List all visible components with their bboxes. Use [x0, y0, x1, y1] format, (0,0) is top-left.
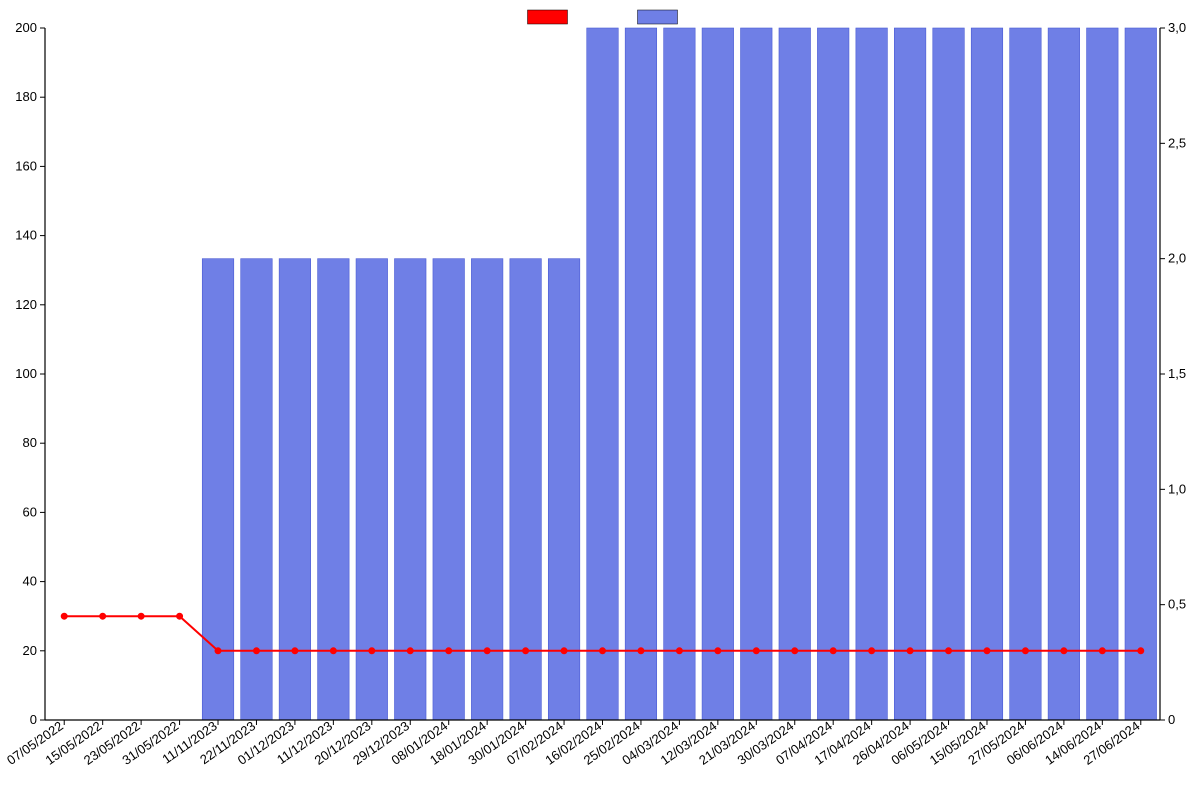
line-marker [215, 648, 221, 654]
line-marker [407, 648, 413, 654]
line-marker [1099, 648, 1105, 654]
line-marker [446, 648, 452, 654]
line-marker [1022, 648, 1028, 654]
line-marker [946, 648, 952, 654]
line-marker [1138, 648, 1144, 654]
line-marker [369, 648, 375, 654]
line-marker [830, 648, 836, 654]
y-right-tick-label: 0,5 [1168, 597, 1186, 612]
bar [625, 28, 657, 720]
y-right-tick-label: 1,0 [1168, 481, 1186, 496]
bar [1010, 28, 1042, 720]
line-marker [907, 648, 913, 654]
line-marker [484, 648, 490, 654]
y-right-tick-label: 0 [1168, 712, 1175, 727]
line-marker [253, 648, 259, 654]
line-marker [869, 648, 875, 654]
y-right-tick-label: 3,0 [1168, 20, 1186, 35]
bar [1087, 28, 1119, 720]
line-marker [292, 648, 298, 654]
bar [1125, 28, 1157, 720]
bar [779, 28, 811, 720]
bar [817, 28, 849, 720]
bar [933, 28, 965, 720]
bar [741, 28, 773, 720]
line-marker [676, 648, 682, 654]
bar [1048, 28, 1080, 720]
y-left-tick-label: 20 [23, 643, 37, 658]
bar [664, 28, 696, 720]
y-left-tick-label: 60 [23, 504, 37, 519]
line-marker [753, 648, 759, 654]
line-marker [1061, 648, 1067, 654]
line-marker [984, 648, 990, 654]
bar [856, 28, 888, 720]
y-left-tick-label: 160 [15, 158, 37, 173]
y-left-tick-label: 80 [23, 435, 37, 450]
y-left-tick-label: 0 [30, 712, 37, 727]
line-marker [638, 648, 644, 654]
y-right-tick-label: 2,0 [1168, 251, 1186, 266]
y-left-tick-label: 100 [15, 366, 37, 381]
line-marker [792, 648, 798, 654]
chart-svg: 0 20 40 60 80 100 120 140 160 180 200 0 0,5 1,0 1,5 2,0… [0, 0, 1200, 800]
y-left-tick-label: 200 [15, 20, 37, 35]
bar [702, 28, 734, 720]
y-left-tick-label: 180 [15, 89, 37, 104]
y-right-tick-label: 2,5 [1168, 135, 1186, 150]
y-left-tick-label: 140 [15, 228, 37, 243]
y-left-tick-label: 120 [15, 297, 37, 312]
legend-swatch [638, 10, 678, 24]
y-left-tick-label: 40 [23, 574, 37, 589]
bar [894, 28, 926, 720]
line-marker [61, 613, 67, 619]
line-marker [561, 648, 567, 654]
legend-swatch [528, 10, 568, 24]
bar [971, 28, 1003, 720]
line-marker [330, 648, 336, 654]
y-right-tick-label: 1,5 [1168, 366, 1186, 381]
bar [587, 28, 619, 720]
line-marker [138, 613, 144, 619]
line-marker [100, 613, 106, 619]
line-marker [177, 613, 183, 619]
combo-chart: 0 20 40 60 80 100 120 140 160 180 200 0 0,5 1,0 1,5 2,0… [0, 0, 1200, 800]
line-marker [523, 648, 529, 654]
line-marker [600, 648, 606, 654]
line-marker [715, 648, 721, 654]
